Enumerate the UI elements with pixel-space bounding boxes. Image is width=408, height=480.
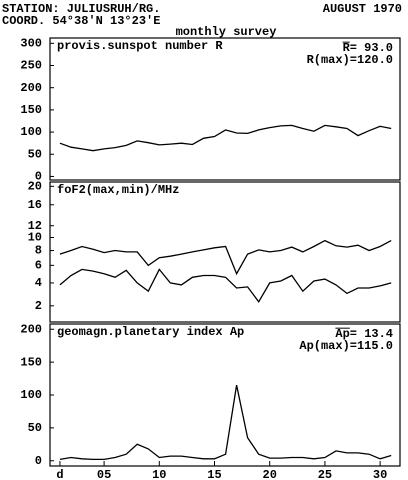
x-tick-label: 25 [318, 468, 332, 480]
annotation: Ap= 13.4 [335, 327, 393, 341]
data-line [59, 268, 392, 303]
x-tick-label: 20 [263, 468, 277, 480]
subtitle: monthly survey [176, 25, 277, 39]
x-tick-label: 15 [207, 468, 221, 480]
panel-frame [49, 181, 401, 323]
annotation: R(max)=120.0 [307, 53, 393, 67]
y-tick-label: 150 [20, 103, 42, 117]
y-tick-label: 0 [35, 454, 42, 468]
y-tick-label: 100 [20, 125, 42, 139]
y-tick-label: 12 [28, 219, 42, 233]
panel-frame [49, 37, 401, 181]
date: AUGUST 1970 [323, 2, 402, 16]
y-tick-label: 6 [35, 259, 42, 273]
y-tick-label: 200 [20, 322, 42, 336]
y-tick-label: 150 [20, 355, 42, 369]
panel-title: foF2(max,min)/MHz [57, 183, 179, 197]
y-tick-label: 8 [35, 244, 42, 258]
x-tick-label: 05 [97, 468, 111, 480]
y-tick-label: 50 [28, 147, 42, 161]
panel-title: geomagn.planetary index Ap [57, 325, 244, 339]
x-tick-label: 30 [373, 468, 387, 480]
y-tick-label: 20 [28, 179, 42, 193]
data-line [59, 239, 392, 276]
y-tick-label: 250 [20, 59, 42, 73]
data-line [59, 124, 392, 152]
station: STATION: JULIUSRUH/RG. [2, 2, 160, 16]
y-tick-label: 4 [35, 276, 42, 290]
y-tick-label: 10 [28, 231, 42, 245]
coord: COORD. 54°38'N 13°23'E [2, 14, 160, 28]
panel-title: provis.sunspot number R [57, 39, 223, 53]
annotation: Ap(max)=115.0 [299, 339, 393, 353]
y-tick-label: 100 [20, 388, 42, 402]
data-line [59, 384, 392, 461]
y-tick-label: 16 [28, 198, 42, 212]
x-tick-label: 10 [152, 468, 166, 480]
y-tick-label: 0 [35, 170, 42, 184]
x-tick-label: d [56, 468, 63, 480]
y-tick-label: 200 [20, 81, 42, 95]
y-tick-label: 50 [28, 421, 42, 435]
y-tick-label: 2 [35, 299, 42, 313]
annotation: R= 93.0 [343, 41, 393, 55]
y-tick-label: 300 [20, 36, 42, 50]
